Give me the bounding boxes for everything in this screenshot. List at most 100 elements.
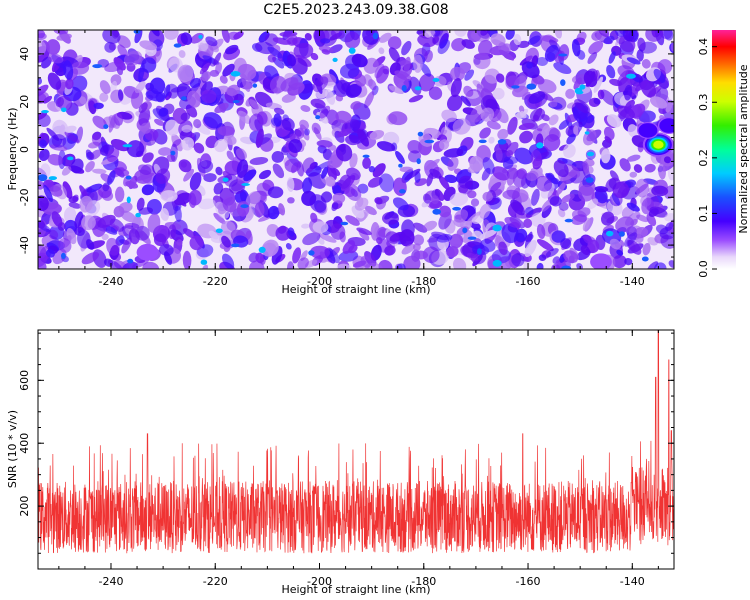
heatmap-cell (243, 169, 257, 182)
heatmap-cell (603, 35, 615, 45)
heatmap-cell (312, 221, 329, 234)
heatmap-cell (214, 138, 228, 153)
heatmap-cell (431, 231, 451, 241)
heatmap-cell (653, 68, 666, 83)
heatmap-cell (227, 31, 241, 41)
heatmap-cell (295, 127, 305, 140)
heatmap-cell (606, 114, 622, 128)
heatmap-cell (454, 30, 467, 37)
heatmap-cell (576, 263, 583, 269)
heatmap-cell (417, 34, 436, 48)
heatmap-cell (641, 256, 649, 262)
heatmap-cell (492, 259, 502, 267)
heatmap-cell (538, 254, 547, 262)
heatmap-cell (466, 252, 479, 262)
heatmap-cell (48, 53, 64, 64)
heatmap-cell (504, 141, 519, 157)
heatmap-cell (292, 247, 302, 264)
heatmap-cell (335, 143, 353, 162)
heatmap-cell (573, 125, 579, 136)
heatmap-cell (414, 86, 422, 91)
heatmap-cell (61, 166, 72, 176)
heatmap-cell (582, 217, 591, 231)
heatmap-cell (240, 204, 249, 209)
heatmap-cell (284, 158, 301, 173)
heatmap-cell (189, 77, 201, 88)
heatmap-cell (562, 158, 577, 167)
heatmap-cell (477, 248, 482, 255)
heatmap-cell (626, 202, 640, 212)
heatmap-cell (432, 208, 442, 215)
heatmap-cell (214, 102, 229, 114)
heatmap-cell (536, 262, 544, 269)
heatmap-cell (114, 186, 125, 203)
heatmap-cell (354, 197, 369, 211)
x-tick-label: -200 (307, 575, 332, 588)
heatmap-cell (193, 142, 205, 154)
heatmap-cell (356, 227, 372, 236)
heatmap-cell (558, 119, 570, 130)
heatmap-cell (258, 169, 272, 180)
heatmap-cell (38, 148, 50, 162)
heatmap-cell (422, 193, 432, 204)
heatmap-cell (92, 168, 107, 174)
heatmap-cell (327, 248, 340, 264)
heatmap-cell (221, 235, 231, 248)
heatmap-cell (182, 228, 197, 239)
x-tick-label: -160 (516, 275, 541, 288)
heatmap-cell (293, 42, 314, 59)
heatmap-cell (63, 60, 74, 80)
heatmap-cell (521, 91, 531, 100)
heatmap-cell (384, 245, 396, 256)
heatmap-cell (527, 35, 541, 45)
heatmap-cell (372, 32, 379, 40)
heatmap-cell (553, 62, 572, 75)
heatmap-cell (625, 100, 635, 110)
heatmap-cell (300, 105, 311, 112)
heatmap-cell (301, 223, 310, 229)
heatmap-cell (344, 31, 361, 49)
heatmap-cell (424, 50, 433, 63)
heatmap-cell (138, 102, 148, 113)
heatmap-cell (189, 172, 202, 191)
heatmap-cell (310, 98, 326, 109)
heatmap-cell (86, 239, 95, 250)
heatmap-cell (606, 65, 616, 79)
heatmap-cell (645, 30, 664, 42)
heatmap-cell (418, 73, 436, 92)
heatmap-cell (615, 30, 626, 37)
heatmap-cell (128, 228, 140, 245)
heatmap-cell (629, 171, 638, 178)
heatmap-cell (467, 190, 477, 199)
heatmap-cell (57, 95, 73, 111)
heatmap-cell (126, 196, 131, 204)
heatmap-cell (165, 119, 180, 136)
heatmap-cell (52, 119, 69, 139)
heatmap-cell (478, 39, 493, 56)
heatmap-cell (286, 33, 298, 46)
heatmap-cell (335, 94, 344, 102)
heatmap-cell (584, 131, 590, 135)
heatmap-cell (38, 91, 49, 104)
heatmap-cell (149, 77, 166, 95)
heatmap-cell (458, 175, 473, 189)
heatmap-cell (68, 202, 82, 209)
heatmap-cell (232, 100, 240, 104)
heatmap-cell (579, 84, 586, 90)
heatmap-cell (413, 54, 423, 73)
heatmap-cell (566, 133, 576, 145)
heatmap-cell (524, 239, 537, 258)
heatmap-cell (480, 107, 495, 122)
x-tick-label: -220 (203, 275, 228, 288)
heatmap-cell (67, 156, 74, 161)
y-tick-label: 0 (18, 146, 31, 153)
heatmap-cell (197, 160, 214, 174)
heatmap-cell (107, 170, 116, 185)
heatmap-cell (108, 114, 116, 133)
heatmap-cell (280, 77, 299, 92)
heatmap-cell (543, 134, 561, 152)
heatmap-cell (449, 192, 469, 206)
heatmap-cell (463, 85, 474, 97)
heatmap-cell (176, 239, 183, 246)
heatmap-cell (170, 150, 176, 156)
